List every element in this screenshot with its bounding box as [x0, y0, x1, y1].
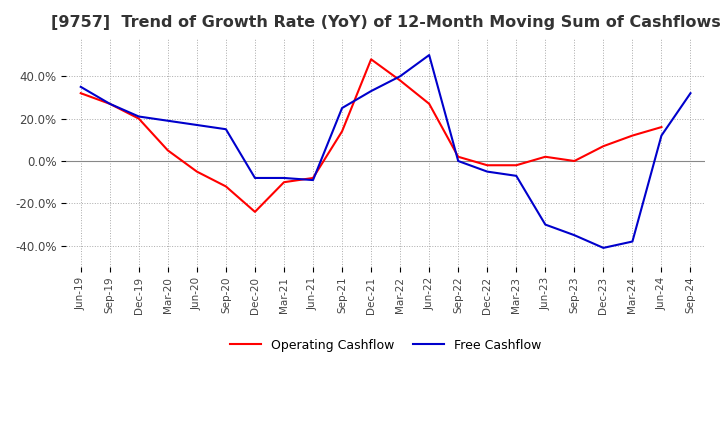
- Free Cashflow: [512, 173, 521, 179]
- Free Cashflow: [338, 106, 346, 111]
- Operating Cashflow: [483, 163, 492, 168]
- Free Cashflow: [570, 232, 579, 238]
- Free Cashflow: [279, 175, 288, 180]
- Free Cashflow: [76, 84, 85, 89]
- Operating Cashflow: [163, 148, 172, 153]
- Free Cashflow: [163, 118, 172, 123]
- Operating Cashflow: [396, 78, 405, 83]
- Free Cashflow: [222, 127, 230, 132]
- Free Cashflow: [105, 101, 114, 106]
- Free Cashflow: [628, 239, 636, 244]
- Operating Cashflow: [338, 129, 346, 134]
- Line: Operating Cashflow: Operating Cashflow: [81, 59, 662, 212]
- Operating Cashflow: [628, 133, 636, 138]
- Free Cashflow: [657, 133, 666, 138]
- Operating Cashflow: [192, 169, 201, 174]
- Free Cashflow: [541, 222, 549, 227]
- Operating Cashflow: [599, 143, 608, 149]
- Operating Cashflow: [425, 101, 433, 106]
- Operating Cashflow: [309, 175, 318, 180]
- Free Cashflow: [454, 158, 462, 164]
- Operating Cashflow: [105, 101, 114, 106]
- Legend: Operating Cashflow, Free Cashflow: Operating Cashflow, Free Cashflow: [225, 334, 546, 357]
- Operating Cashflow: [222, 184, 230, 189]
- Operating Cashflow: [251, 209, 259, 215]
- Operating Cashflow: [454, 154, 462, 159]
- Free Cashflow: [396, 73, 405, 79]
- Operating Cashflow: [279, 180, 288, 185]
- Operating Cashflow: [135, 116, 143, 121]
- Operating Cashflow: [76, 91, 85, 96]
- Title: [9757]  Trend of Growth Rate (YoY) of 12-Month Moving Sum of Cashflows: [9757] Trend of Growth Rate (YoY) of 12-…: [50, 15, 720, 30]
- Operating Cashflow: [512, 163, 521, 168]
- Operating Cashflow: [570, 158, 579, 164]
- Free Cashflow: [135, 114, 143, 119]
- Operating Cashflow: [366, 57, 375, 62]
- Free Cashflow: [251, 175, 259, 180]
- Operating Cashflow: [657, 125, 666, 130]
- Free Cashflow: [192, 122, 201, 128]
- Free Cashflow: [686, 91, 695, 96]
- Operating Cashflow: [541, 154, 549, 159]
- Line: Free Cashflow: Free Cashflow: [81, 55, 690, 248]
- Free Cashflow: [425, 52, 433, 58]
- Free Cashflow: [483, 169, 492, 174]
- Free Cashflow: [599, 245, 608, 250]
- Free Cashflow: [366, 88, 375, 94]
- Free Cashflow: [309, 177, 318, 183]
